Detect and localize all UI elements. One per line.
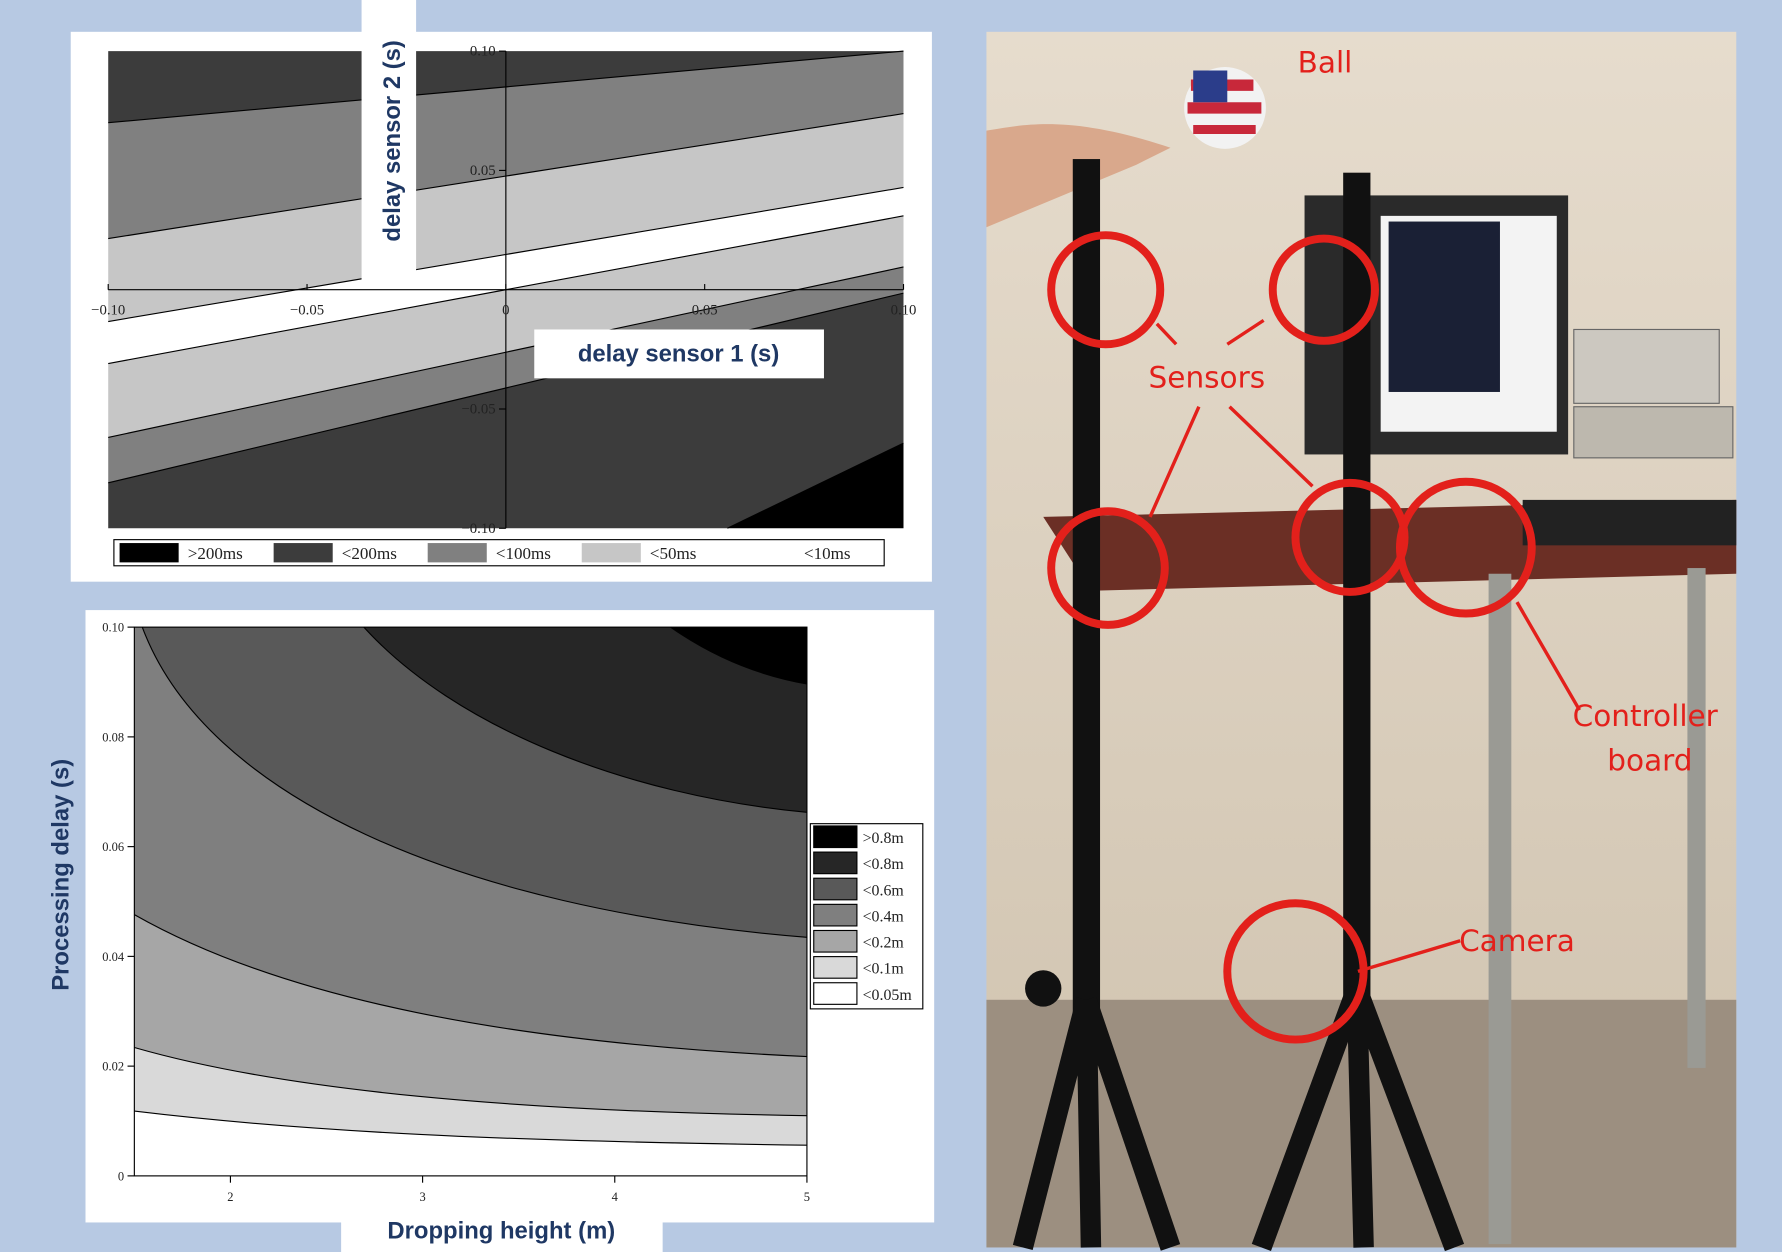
legend-label: <0.1m	[863, 961, 905, 978]
legend-swatch	[582, 543, 641, 562]
legend-swatch	[428, 543, 487, 562]
x-tick-label: 0.10	[891, 303, 917, 319]
y-tick-label: 0.10	[470, 44, 496, 60]
photo-label-line: Controller	[1573, 699, 1719, 733]
photo-label-line: board	[1607, 743, 1692, 777]
legend-label: >0.8m	[863, 830, 905, 847]
x-tick-label: 3	[419, 1190, 425, 1204]
legend-swatch	[274, 543, 333, 562]
legend-swatch	[736, 543, 795, 562]
photo-label: Ball	[1298, 46, 1353, 80]
legend-swatch	[814, 826, 857, 848]
legend-swatch	[814, 852, 857, 874]
y-axis-label: delay sensor 2 (s)	[379, 40, 406, 241]
photo-label: Camera	[1459, 924, 1575, 958]
contour-chart: 2 3 4 5 0 0.02 0.04 0.06 0.08 0.10 >0.8m <0.8m <0.6m…	[85, 610, 934, 1222]
x-tick-label: 2	[227, 1190, 233, 1204]
x-tick-label: 0.05	[692, 303, 718, 319]
legend-label: <50ms	[650, 544, 697, 563]
y-tick-label: 0.10	[102, 621, 124, 635]
y-tick-label: 0.04	[102, 950, 125, 964]
x-tick-label: 5	[804, 1190, 810, 1204]
y-axis-label: Processing delay (s)	[47, 759, 74, 991]
legend-swatch	[814, 878, 857, 900]
contour-chart: −0.10 −0.05 0 0.05 0.10 0.10 0.05 −0.05 −0.10 >20…	[71, 32, 932, 582]
legend-label: <200ms	[342, 544, 397, 563]
legend-swatch	[814, 983, 857, 1005]
y-tick-label: −0.10	[461, 521, 495, 537]
legend-swatch	[814, 904, 857, 926]
y-tick-label: 0	[118, 1169, 124, 1183]
legend-swatch	[120, 543, 179, 562]
y-tick-label: 0.02	[102, 1060, 124, 1074]
legend-label: <0.6m	[863, 882, 905, 899]
x-axis-label: Dropping height (m)	[387, 1217, 615, 1244]
legend-label: <0.8m	[863, 856, 905, 873]
legend-label: <100ms	[496, 544, 551, 563]
x-tick-label: −0.10	[91, 303, 125, 319]
y-tick-label: −0.05	[461, 402, 495, 418]
photo	[986, 32, 1736, 1248]
legend-label: >200ms	[188, 544, 243, 563]
photo-label: Sensors	[1149, 360, 1266, 394]
y-tick-label: 0.08	[102, 730, 124, 744]
x-axis-label: delay sensor 1 (s)	[578, 340, 779, 367]
figure: −0.10 −0.05 0 0.05 0.10 0.10 0.05 −0.05 −0.10 >20…	[0, 0, 1782, 1252]
legend-label: <10ms	[804, 544, 851, 563]
legend-label: <0.2m	[863, 935, 905, 952]
legend-label: <0.05m	[863, 987, 913, 1004]
legend-swatch	[814, 930, 857, 952]
y-tick-label: 0.05	[470, 163, 496, 179]
y-tick-label: 0.06	[102, 840, 124, 854]
x-tick-label: 0	[502, 303, 509, 319]
legend-swatch	[814, 957, 857, 979]
legend-label: <0.4m	[863, 908, 905, 925]
x-tick-label: −0.05	[290, 303, 324, 319]
x-tick-label: 4	[612, 1190, 619, 1204]
